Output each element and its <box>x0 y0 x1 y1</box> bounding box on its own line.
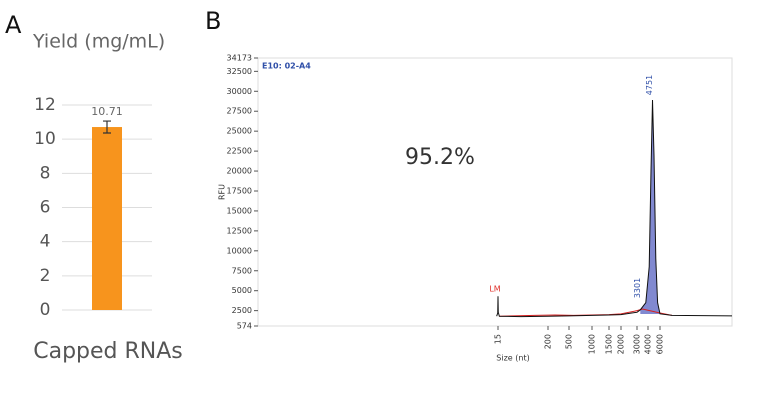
x-tick-label: 2000 <box>617 334 626 354</box>
y-tick-label: 25000 <box>227 127 252 136</box>
y-tick-label: 12500 <box>227 226 252 235</box>
y-tick-label: 0 <box>40 300 51 320</box>
y-tick-label: 7500 <box>232 266 252 275</box>
y-tick-label: 15000 <box>227 206 252 215</box>
y-tick-label: 10 <box>34 129 56 149</box>
x-tick-label: 1000 <box>588 334 597 354</box>
sample-label: E10: 02-A4 <box>262 62 311 71</box>
x-tick-label: 3000 <box>633 334 642 354</box>
y-tick-label: 12 <box>34 95 56 115</box>
peak-label: LM <box>489 285 500 294</box>
peak-label: 4751 <box>645 75 654 95</box>
y-tick-label: 2500 <box>232 306 252 315</box>
y-tick-label: 4 <box>40 232 51 252</box>
annotation: 95.2% <box>405 145 475 170</box>
x-tick-label: 4000 <box>644 334 653 354</box>
x-tick-label: 200 <box>544 334 553 349</box>
chart-title: Yield (mg/mL) <box>32 31 165 53</box>
x-tick-label: 500 <box>565 334 574 349</box>
panel-label: B <box>205 7 221 35</box>
plot-frame <box>257 57 733 327</box>
y-tick-label: 32500 <box>227 67 252 76</box>
y-tick-label: 10000 <box>227 246 252 255</box>
error-bar <box>103 120 111 134</box>
x-tick-label: Capped RNAs <box>33 339 183 364</box>
panel-label: A <box>5 11 22 39</box>
x-tick-label: 15 <box>494 334 503 344</box>
peak-label: 3301 <box>633 278 642 298</box>
y-tick-label: 5000 <box>232 286 252 295</box>
y-axis-label: RFU <box>218 184 227 200</box>
y-tick-label: 8 <box>40 163 51 183</box>
bar <box>92 127 122 310</box>
y-tick-label: 20000 <box>227 167 252 176</box>
value-label: 10.71 <box>91 105 123 118</box>
trace-line <box>496 100 733 318</box>
y-tick-label: 6 <box>40 198 51 218</box>
y-tick-label: 574 <box>237 322 252 331</box>
y-tick-label: 17500 <box>227 186 252 195</box>
y-tick-label: 2 <box>40 266 51 286</box>
y-tick-label: 34173 <box>227 54 252 63</box>
peak-area <box>640 100 660 314</box>
x-tick-label: 6000 <box>656 334 665 354</box>
y-tick-label: 27500 <box>227 107 252 116</box>
x-axis-label: Size (nt) <box>496 354 529 363</box>
x-tick-label: 1500 <box>605 334 614 354</box>
y-tick-label: 22500 <box>227 147 252 156</box>
y-tick-label: 30000 <box>227 87 252 96</box>
